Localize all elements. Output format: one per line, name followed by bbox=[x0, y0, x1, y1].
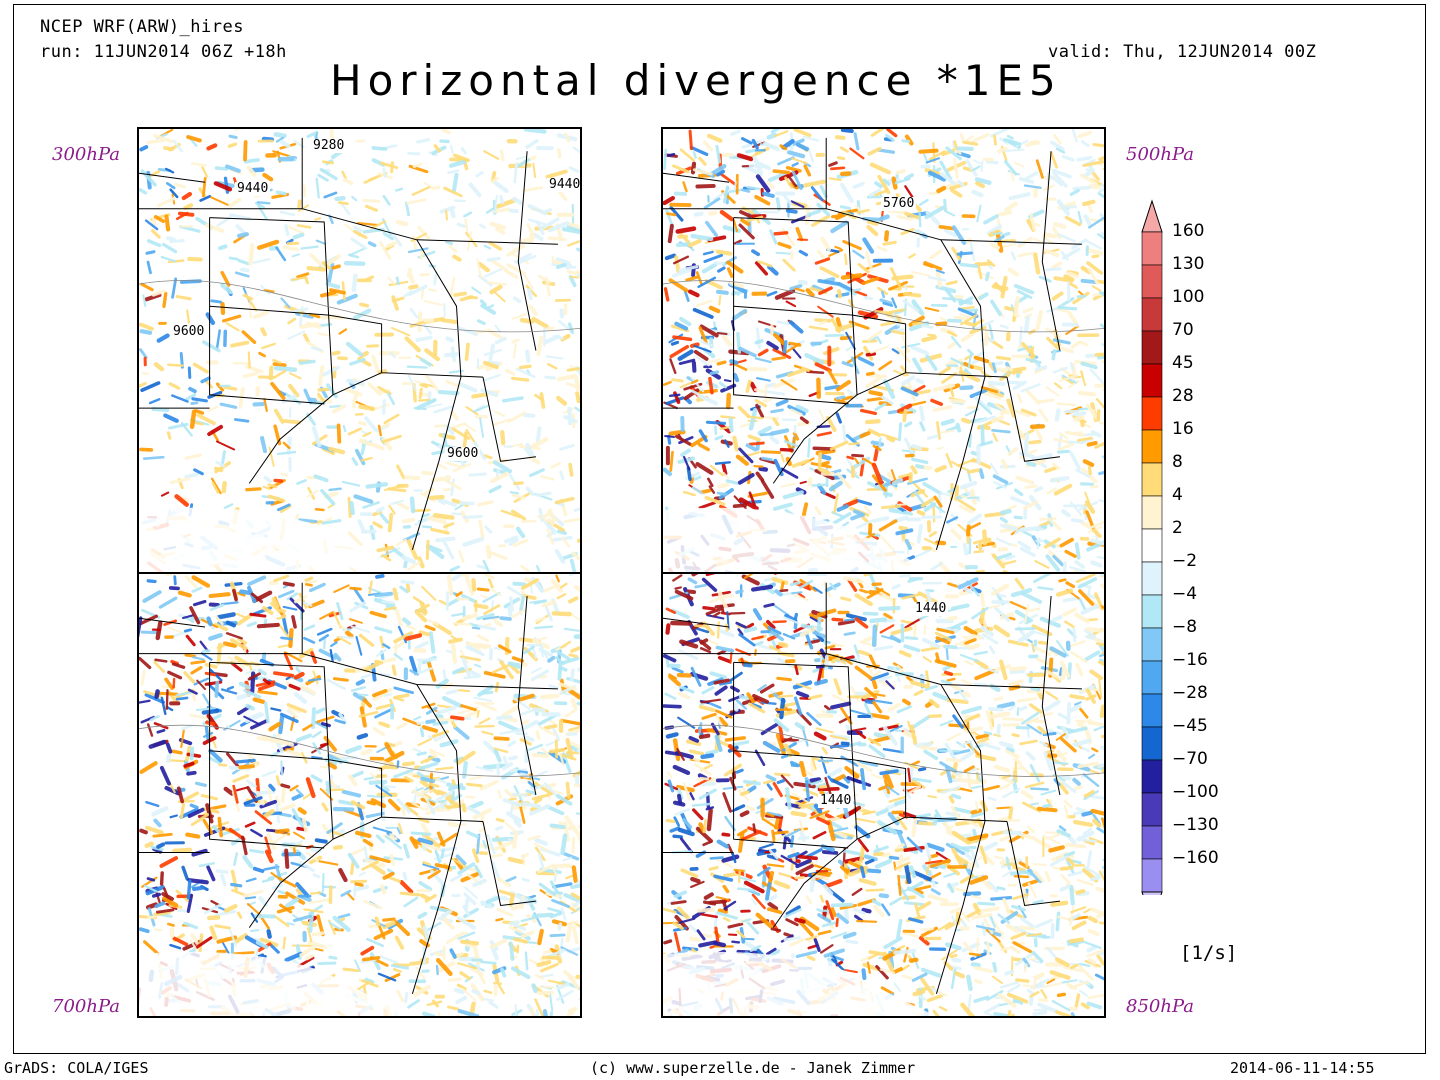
colorbar-swatch bbox=[1141, 858, 1163, 893]
gulf-area bbox=[663, 507, 937, 572]
colorbar-tick-label: −130 bbox=[1172, 815, 1219, 835]
colorbar-tick-label: −16 bbox=[1172, 650, 1208, 670]
colorbar bbox=[1141, 199, 1163, 895]
level-label-300: 300hPa bbox=[52, 144, 120, 165]
colorbar-triangle-top bbox=[1141, 199, 1163, 233]
colorbar-tick-label: −2 bbox=[1172, 551, 1198, 571]
height-contour bbox=[139, 724, 580, 777]
colorbar-tick-label: −160 bbox=[1172, 848, 1219, 868]
level-label-500: 500hPa bbox=[1126, 144, 1194, 165]
colorbar-tick-label: 130 bbox=[1172, 254, 1205, 274]
divergence-field-850 bbox=[663, 574, 1104, 1016]
colorbar-tick-label: −45 bbox=[1172, 716, 1208, 736]
colorbar-swatch bbox=[1141, 528, 1163, 563]
colorbar-swatch bbox=[1141, 429, 1163, 464]
field-streaks bbox=[139, 574, 580, 1016]
colorbar-tick-label: −70 bbox=[1172, 749, 1208, 769]
colorbar-swatch bbox=[1141, 297, 1163, 332]
divergence-field-300 bbox=[139, 129, 580, 572]
colorbar-tick-label: −100 bbox=[1172, 782, 1219, 802]
gulf-area bbox=[139, 507, 413, 572]
field-streaks bbox=[663, 574, 1104, 1016]
map-panel-850hpa: 1440 1440 bbox=[661, 572, 1106, 1018]
divergence-field-500 bbox=[663, 129, 1104, 572]
state-boundaries bbox=[139, 137, 558, 550]
footer-timestamp: 2014-06-11-14:55 bbox=[1230, 1059, 1375, 1077]
colorbar-tick-label: 28 bbox=[1172, 386, 1194, 406]
colorbar-tick-label: 8 bbox=[1172, 452, 1183, 472]
colorbar-swatch bbox=[1141, 495, 1163, 530]
colorbar-triangle-bottom bbox=[1141, 891, 1163, 895]
map-panel-300hpa: 9280 9440 9440 9600 9600 bbox=[137, 127, 582, 574]
map-title: Horizontal divergence *1E5 bbox=[330, 56, 1062, 105]
map-panel-500hpa: 5760 bbox=[661, 127, 1106, 574]
colorbar-swatch bbox=[1141, 264, 1163, 299]
colorbar-swatch bbox=[1141, 792, 1163, 827]
colorbar-tick-label: 4 bbox=[1172, 485, 1183, 505]
colorbar-tick-label: −8 bbox=[1172, 617, 1198, 637]
footer-software: GrADS: COLA/IGES bbox=[4, 1059, 149, 1077]
colorbar-swatch bbox=[1141, 462, 1163, 497]
colorbar-swatch bbox=[1141, 660, 1163, 695]
state-boundaries bbox=[663, 137, 1082, 550]
contour-label: 9600 bbox=[171, 324, 207, 339]
colorbar-swatch bbox=[1141, 627, 1163, 662]
colorbar-tick-label: −4 bbox=[1172, 584, 1198, 604]
colorbar-tick-label: 45 bbox=[1172, 353, 1194, 373]
colorbar-swatch bbox=[1141, 231, 1163, 266]
model-name: NCEP WRF(ARW)_hires bbox=[40, 17, 244, 37]
gulf-area bbox=[663, 951, 937, 1016]
colorbar-swatch bbox=[1141, 825, 1163, 860]
height-contour bbox=[139, 280, 580, 333]
height-contour bbox=[663, 280, 1104, 333]
colorbar-swatch bbox=[1141, 561, 1163, 596]
valid-time: valid: Thu, 12JUN2014 00Z bbox=[1048, 42, 1317, 62]
colorbar-swatch bbox=[1141, 693, 1163, 728]
colorbar-swatch bbox=[1141, 330, 1163, 365]
colorbar-tick-label: −28 bbox=[1172, 683, 1208, 703]
run-info: run: 11JUN2014 06Z +18h bbox=[40, 42, 287, 62]
contour-label: 1440 bbox=[913, 601, 949, 616]
contour-label: 9440 bbox=[235, 181, 271, 196]
level-label-700: 700hPa bbox=[52, 996, 120, 1017]
field-streaks bbox=[139, 129, 580, 572]
colorbar-tick-label: 70 bbox=[1172, 320, 1194, 340]
colorbar-tick-label: 100 bbox=[1172, 287, 1205, 307]
colorbar-unit: [1/s] bbox=[1180, 942, 1238, 964]
divergence-field-700 bbox=[139, 574, 580, 1016]
gulf-area bbox=[139, 951, 413, 1016]
footer-credit: (c) www.superzelle.de - Janek Zimmer bbox=[590, 1059, 916, 1077]
contour-label: 5760 bbox=[881, 196, 917, 211]
colorbar-swatch bbox=[1141, 396, 1163, 431]
contour-label: 9600 bbox=[445, 446, 481, 461]
plot-frame bbox=[13, 4, 1426, 1054]
colorbar-tick-label: 2 bbox=[1172, 518, 1183, 538]
colorbar-swatch bbox=[1141, 726, 1163, 761]
level-label-850: 850hPa bbox=[1126, 996, 1194, 1017]
contour-label: 9440 bbox=[547, 177, 581, 192]
colorbar-swatch bbox=[1141, 363, 1163, 398]
contour-label: 1440 bbox=[818, 793, 854, 808]
map-panel-700hpa bbox=[137, 572, 582, 1018]
colorbar-tick-label: 160 bbox=[1172, 221, 1205, 241]
contour-label: 9280 bbox=[311, 138, 347, 153]
colorbar-swatch bbox=[1141, 759, 1163, 794]
colorbar-swatch bbox=[1141, 594, 1163, 629]
state-boundaries bbox=[139, 582, 558, 995]
colorbar-tick-label: 16 bbox=[1172, 419, 1194, 439]
state-boundaries bbox=[663, 582, 1082, 995]
height-contour bbox=[663, 724, 1104, 777]
